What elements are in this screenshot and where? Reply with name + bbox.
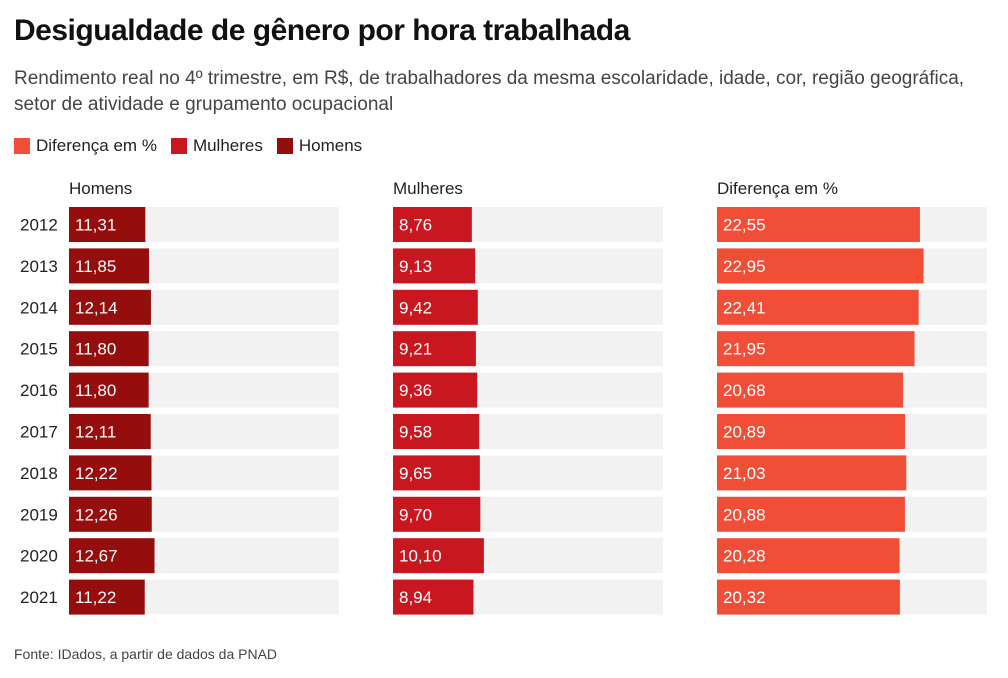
legend-label-diferenca: Diferença em % bbox=[36, 136, 157, 155]
panel-header-homens: Homens bbox=[69, 179, 132, 198]
legend-label-mulheres: Mulheres bbox=[192, 136, 263, 155]
bar-diferenca bbox=[717, 455, 907, 491]
chart-title: Desigualdade de gênero por hora trabalha… bbox=[14, 14, 630, 47]
bar-diferenca bbox=[717, 372, 904, 408]
bar-mulheres bbox=[393, 496, 481, 532]
data-label-mulheres: 9,21 bbox=[399, 340, 432, 359]
bar-diferenca bbox=[717, 331, 915, 367]
data-label-homens: 11,80 bbox=[75, 340, 116, 359]
data-label-homens: 11,85 bbox=[75, 257, 116, 276]
bar-mulheres bbox=[393, 414, 480, 449]
bar-diferenca bbox=[717, 496, 905, 532]
data-label-diferenca: 20,28 bbox=[723, 547, 766, 566]
data-label-diferenca: 20,89 bbox=[723, 423, 766, 442]
bar-homens bbox=[69, 496, 152, 532]
bar-homens bbox=[69, 538, 155, 574]
bar-homens bbox=[69, 289, 151, 325]
data-label-mulheres: 9,13 bbox=[399, 257, 432, 276]
data-label-diferenca: 20,88 bbox=[723, 505, 766, 524]
year-label: 2014 bbox=[20, 298, 58, 317]
legend-swatch-homens bbox=[276, 138, 293, 154]
data-label-diferenca: 22,41 bbox=[723, 298, 766, 317]
bar-mulheres bbox=[393, 372, 478, 408]
data-label-diferenca: 21,95 bbox=[723, 340, 766, 359]
bar-mulheres bbox=[393, 248, 476, 284]
data-label-diferenca: 21,03 bbox=[723, 464, 766, 483]
data-label-diferenca: 22,95 bbox=[723, 257, 766, 276]
data-label-homens: 12,22 bbox=[75, 464, 118, 483]
data-label-diferenca: 20,32 bbox=[723, 588, 766, 607]
bar-mulheres bbox=[393, 455, 480, 491]
legend-item-diferenca: Diferença em % bbox=[14, 136, 157, 156]
data-label-homens: 11,80 bbox=[75, 381, 116, 400]
data-label-mulheres: 9,70 bbox=[399, 505, 432, 524]
data-label-mulheres: 10,10 bbox=[399, 547, 442, 566]
bar-diferenca bbox=[717, 414, 906, 449]
bar-diferenca bbox=[717, 289, 919, 325]
data-label-homens: 12,14 bbox=[75, 298, 118, 317]
chart-subtitle: Rendimento real no 4º trimestre, em R$, … bbox=[14, 68, 965, 115]
legend-item-homens: Homens bbox=[276, 136, 363, 156]
panel-header-diferenca: Diferença em % bbox=[717, 179, 838, 198]
year-label: 2019 bbox=[20, 505, 58, 524]
year-label: 2016 bbox=[20, 381, 58, 400]
bar-mulheres bbox=[393, 289, 478, 325]
bar-diferenca bbox=[717, 538, 900, 574]
data-label-mulheres: 9,36 bbox=[399, 381, 432, 400]
bar-mulheres bbox=[393, 207, 472, 242]
bar-homens bbox=[69, 331, 149, 367]
panel-header-mulheres: Mulheres bbox=[393, 179, 463, 198]
year-label: 2013 bbox=[20, 257, 58, 276]
data-label-homens: 12,26 bbox=[75, 505, 118, 524]
bar-mulheres bbox=[393, 538, 484, 574]
bar-homens bbox=[69, 372, 149, 408]
data-label-mulheres: 9,42 bbox=[399, 298, 432, 317]
data-label-mulheres: 8,94 bbox=[399, 588, 432, 607]
bar-diferenca bbox=[717, 248, 924, 284]
data-label-mulheres: 9,65 bbox=[399, 464, 432, 483]
year-label: 2017 bbox=[20, 423, 58, 442]
data-label-homens: 12,67 bbox=[75, 547, 118, 566]
bar-diferenca bbox=[717, 579, 900, 615]
bar-diferenca bbox=[717, 207, 920, 242]
bar-mulheres bbox=[393, 331, 476, 367]
bar-homens bbox=[69, 455, 152, 491]
bar-homens bbox=[69, 414, 151, 449]
legend-swatch-mulheres bbox=[170, 138, 187, 154]
legend-item-mulheres: Mulheres bbox=[170, 136, 263, 156]
bar-homens bbox=[69, 207, 146, 242]
year-label: 2020 bbox=[20, 547, 58, 566]
year-label: 2012 bbox=[20, 216, 58, 235]
data-label-mulheres: 9,58 bbox=[399, 423, 432, 442]
data-label-diferenca: 20,68 bbox=[723, 381, 766, 400]
bar-homens bbox=[69, 248, 149, 284]
source-note: Fonte: IDados, a partir de dados da PNAD bbox=[14, 646, 278, 662]
bar-homens bbox=[69, 579, 145, 615]
legend: Diferença em % Mulheres Homens bbox=[14, 136, 376, 156]
year-label: 2015 bbox=[20, 340, 58, 359]
data-label-homens: 12,11 bbox=[75, 423, 116, 442]
year-label: 2021 bbox=[20, 588, 58, 607]
legend-label-homens: Homens bbox=[298, 136, 363, 155]
data-label-homens: 11,22 bbox=[75, 588, 116, 607]
bar-mulheres bbox=[393, 579, 474, 615]
data-label-mulheres: 8,76 bbox=[399, 216, 432, 235]
year-label: 2018 bbox=[20, 464, 58, 483]
data-label-diferenca: 22,55 bbox=[723, 216, 766, 235]
data-label-homens: 11,31 bbox=[75, 216, 116, 235]
legend-swatch-diferenca bbox=[14, 138, 30, 154]
